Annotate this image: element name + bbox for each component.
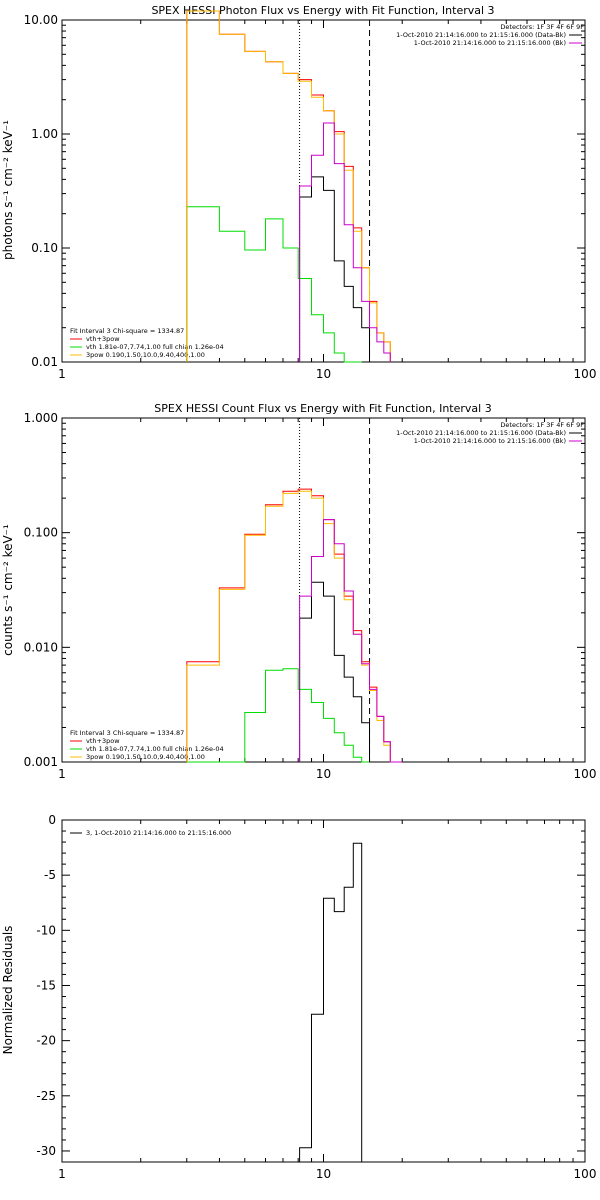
x-tick-label: 1 (58, 767, 66, 781)
panel2-legend-left-0: Fit Interval 3 Chi-square = 1334.87 (70, 729, 184, 737)
series-3pow (186, 10, 391, 362)
y-tick-label: 0.100 (24, 526, 58, 540)
panel-count-flux: SPEX HESSI Count Flux vs Energy with Fit… (1, 402, 584, 761)
x-tick-label: 1 (58, 367, 66, 381)
x-tick-label: 10 (316, 1167, 331, 1181)
y-tick-label: -30 (36, 1144, 56, 1158)
panel2-legend-left-3: 3pow 0.190,1.50,10.0,9.40,400,1.00 (86, 753, 205, 761)
panel1-detectors: Detectors: 1F 3F 4F 6F 9F (500, 23, 584, 31)
y-tick-label: -25 (36, 1089, 56, 1103)
y-tick-label: 0.10 (31, 241, 58, 255)
y-tick-label: -5 (44, 868, 56, 882)
series-bk (299, 519, 403, 763)
panel-photon-flux: SPEX HESSI Photon Flux vs Energy with Fi… (1, 4, 584, 359)
series-residuals (299, 842, 363, 1162)
panel3-ylabel: Normalized Residuals (1, 926, 15, 1055)
panel2-title: SPEX HESSI Count Flux vs Energy with Fit… (154, 402, 491, 415)
panel1-legend-left-2: vth 1.81e-07,7.74,1.00 full chian 1.26e-… (86, 343, 224, 351)
panel2-legend-right-0: 1-Oct-2010 21:14:16.000 to 21:15:16.000 … (396, 429, 566, 437)
y-tick-label: -20 (36, 1034, 56, 1048)
series-data-bk (299, 176, 370, 362)
x-tick-label: 10 (316, 767, 331, 781)
x-tick-label: 1 (58, 1167, 66, 1181)
y-tick-label: 10.00 (24, 13, 58, 27)
panel3-legend-left-0: 3, 1-Oct-2010 21:14:16.000 to 21:15:16.0… (86, 829, 231, 837)
series-bk (299, 122, 391, 362)
series-vth-3pow (186, 10, 391, 362)
y-tick-label: 1.000 (24, 411, 58, 425)
panel1-ylabel: photons s⁻¹ cm⁻² keV⁻¹ (1, 120, 15, 260)
x-tick-label: 10 (316, 367, 331, 381)
x-tick-label: 100 (574, 1167, 597, 1181)
panel2-detectors: Detectors: 1F 3F 4F 6F 9F (500, 421, 584, 429)
panel2-legend-left-1: vth+3pow (86, 737, 120, 745)
panel2-ylabel: counts s⁻¹ cm⁻² keV⁻¹ (1, 524, 15, 656)
panel1-legend-right-0: 1-Oct-2010 21:14:16.000 to 21:15:16.000 … (396, 31, 566, 39)
x-tick-label: 100 (574, 767, 597, 781)
panel1-legend-left-0: Fit Interval 3 Chi-square = 1334.87 (70, 327, 184, 335)
y-tick-label: 0.010 (24, 640, 58, 654)
plot-frame-0 (61, 19, 586, 363)
panel2-legend-left-2: vth 1.81e-07,7.74,1.00 full chian 1.26e-… (86, 745, 224, 753)
panel1-title: SPEX HESSI Photon Flux vs Energy with Fi… (151, 4, 494, 17)
panel1-legend-left-3: 3pow 0.190,1.50,10.0,9.40,400,1.00 (86, 351, 205, 359)
series-vth (186, 206, 362, 363)
panel2-legend-right-1: 1-Oct-2010 21:14:16.000 to 21:15:16.000 … (414, 437, 566, 445)
y-tick-label: 0.01 (31, 355, 58, 369)
panel1-legend-left-1: vth+3pow (86, 335, 120, 343)
y-tick-label: 0 (48, 813, 56, 827)
series-data-bk (299, 581, 370, 762)
series-3pow (186, 490, 397, 763)
panel1-legend-right-1: 1-Oct-2010 21:14:16.000 to 21:15:16.000 … (414, 39, 566, 47)
y-tick-label: 0.001 (24, 755, 58, 769)
y-tick-label: 1.00 (31, 127, 58, 141)
x-tick-label: 100 (574, 367, 597, 381)
series-vth (186, 668, 370, 763)
y-tick-label: -15 (36, 978, 56, 992)
panel-residuals: Normalized Residuals 3, 1-Oct-2010 21:14… (1, 829, 231, 1054)
y-tick-label: -10 (36, 923, 56, 937)
